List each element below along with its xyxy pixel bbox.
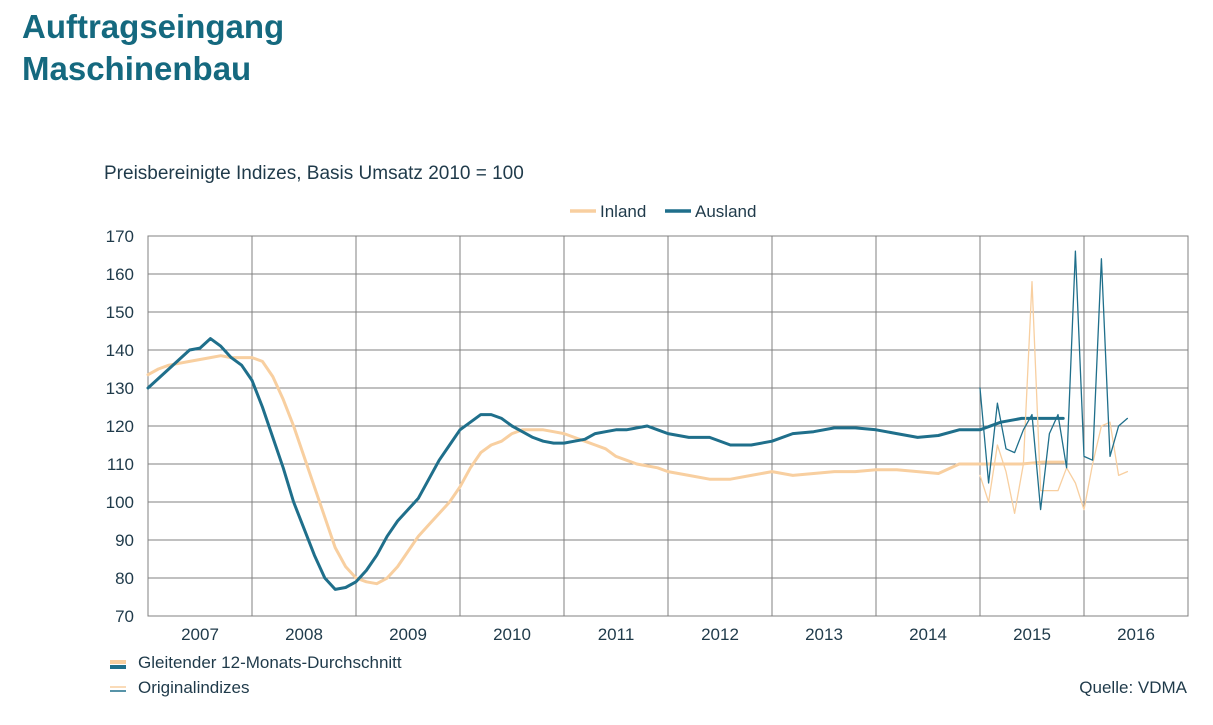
legend-label-inland: Inland [600, 202, 646, 221]
original-swatch-icon [108, 681, 128, 695]
y-tick-label: 80 [115, 569, 134, 588]
footnote-moving-average: Gleitender 12-Monats-Durchschnitt [108, 653, 402, 673]
footnote-original: Originalindizes [108, 678, 250, 698]
moving-average-swatch-icon [108, 656, 128, 670]
title-line-2: Maschinenbau [22, 50, 252, 87]
series-line-ausland-original [979, 250, 1129, 511]
y-tick-label: 140 [106, 341, 134, 360]
chart-subtitle: Preisbereinigte Indizes, Basis Umsatz 20… [104, 163, 524, 184]
y-tick-label: 130 [106, 379, 134, 398]
x-tick-label: 2013 [805, 625, 843, 644]
y-tick-label: 150 [106, 303, 134, 322]
x-tick-label: 2007 [181, 625, 219, 644]
series-line-inland-original [979, 280, 1129, 515]
legend-label-ausland: Ausland [695, 202, 756, 221]
y-tick-label: 100 [106, 493, 134, 512]
y-tick-label: 120 [106, 417, 134, 436]
x-tick-label: 2012 [701, 625, 739, 644]
title-line-1: Auftragseingang [22, 8, 285, 45]
y-tick-label: 170 [106, 227, 134, 246]
y-tick-label: 160 [106, 265, 134, 284]
series-line-ausland-moving-average [146, 337, 1065, 591]
x-tick-label: 2016 [1117, 625, 1155, 644]
x-tick-label: 2010 [493, 625, 531, 644]
x-tick-label: 2011 [598, 625, 635, 644]
x-tick-label: 2015 [1013, 625, 1051, 644]
series-line-inland-moving-average [146, 354, 1065, 586]
footnote-moving-average-text: Gleitender 12-Monats-Durchschnitt [138, 653, 402, 672]
page-title: Auftragseingang Maschinenbau [22, 6, 284, 90]
x-tick-label: 2014 [909, 625, 947, 644]
y-tick-label: 110 [107, 455, 134, 474]
chart-source: Quelle: VDMA [1079, 678, 1187, 697]
x-tick-label: 2008 [285, 625, 323, 644]
y-tick-label: 70 [115, 607, 134, 626]
y-tick-label: 90 [115, 531, 134, 550]
footnote-original-text: Originalindizes [138, 678, 250, 697]
x-tick-label: 2009 [389, 625, 427, 644]
